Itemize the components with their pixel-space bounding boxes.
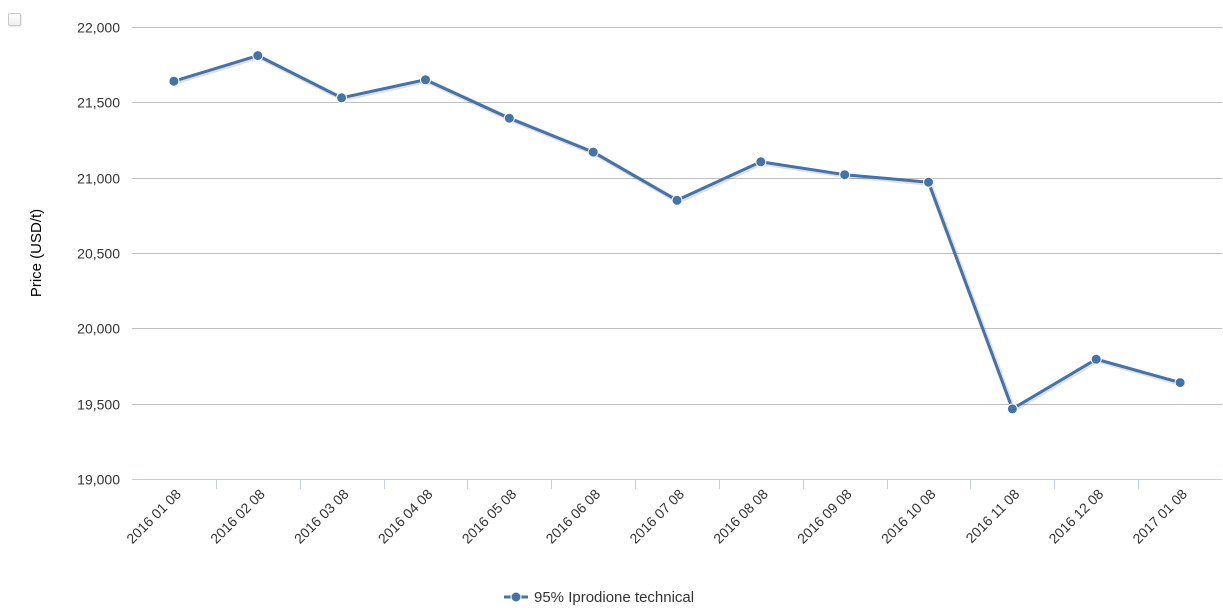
- series-line: [172, 54, 1182, 411]
- x-tick-label: 2017 01 08: [1129, 486, 1190, 547]
- data-point[interactable]: [336, 92, 348, 104]
- x-tick-label: 2016 01 08: [123, 486, 184, 547]
- x-tick-label: 2016 07 08: [626, 486, 687, 547]
- x-tick-label: 2016 04 08: [375, 486, 436, 547]
- y-tick-label: 19,500: [77, 397, 120, 413]
- export-menu-button[interactable]: [8, 13, 21, 26]
- y-tick-label: 21,500: [77, 95, 120, 111]
- legend-label: 95% Iprodione technical: [534, 589, 694, 606]
- x-tick-label: 2016 12 08: [1045, 486, 1106, 547]
- y-tick-label: 22,000: [77, 20, 120, 36]
- x-tick-label: 2016 10 08: [878, 486, 939, 547]
- legend-marker-symbol: [510, 591, 522, 603]
- x-tick-label: 2016 02 08: [207, 486, 268, 547]
- y-tick-label: 20,500: [77, 246, 120, 262]
- legend-item[interactable]: 95% Iprodione technical: [504, 589, 694, 606]
- data-point[interactable]: [923, 176, 934, 188]
- data-point[interactable]: [1006, 403, 1018, 415]
- y-axis-title: Price (USD/t): [28, 209, 45, 297]
- x-tick-label: 2016 11 08: [962, 486, 1022, 546]
- data-point[interactable]: [252, 50, 264, 62]
- y-tick-label: 20,000: [77, 321, 120, 337]
- y-tick-label: 21,000: [77, 171, 120, 187]
- x-tick-label: 2016 08 08: [710, 486, 771, 547]
- data-point[interactable]: [1090, 353, 1102, 365]
- x-tick-label: 2016 09 08: [794, 486, 855, 547]
- series-layer: [168, 50, 1186, 415]
- legend[interactable]: 95% Iprodione technical: [504, 589, 694, 606]
- data-point[interactable]: [503, 112, 515, 124]
- x-tick-label: 2016 03 08: [291, 486, 352, 547]
- series-line-shadow: [172, 54, 1184, 413]
- x-axis: 2016 01 08 2016 02 08 2016 03 08 2016 04 08…: [123, 479, 1222, 547]
- data-point[interactable]: [839, 169, 851, 181]
- data-point[interactable]: [420, 74, 431, 86]
- grid-lines: [132, 27, 1222, 405]
- data-point[interactable]: [755, 156, 767, 168]
- y-axis: 19,000 19,500 20,000 20,500 21,000 21,500 22,0…: [77, 20, 120, 488]
- data-point[interactable]: [671, 194, 683, 206]
- x-tick-label: 2016 05 08: [459, 486, 520, 547]
- data-point[interactable]: [587, 146, 599, 158]
- data-point[interactable]: [1174, 377, 1186, 389]
- data-point[interactable]: [168, 75, 180, 87]
- x-tick-label: 2016 06 08: [542, 486, 603, 547]
- y-tick-label: 19,000: [77, 472, 120, 488]
